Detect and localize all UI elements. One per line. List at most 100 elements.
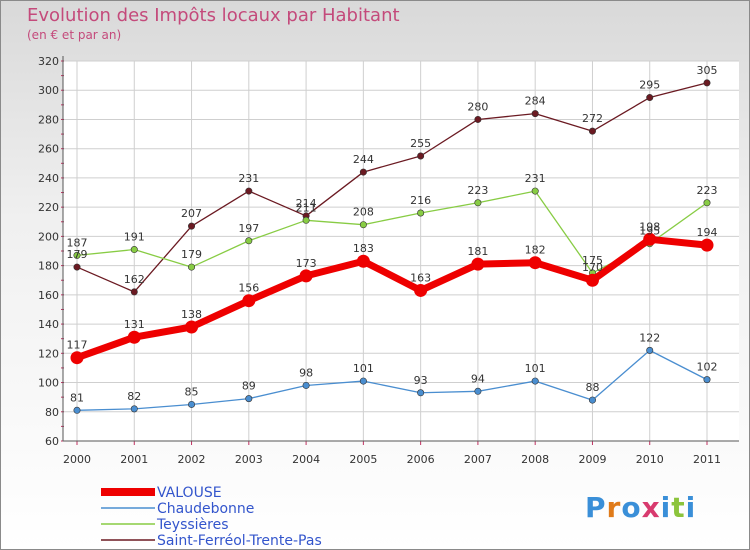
data-label-saint-ferr-ol-trente-pas: 231: [238, 172, 259, 185]
data-label-teyssi-res: 231: [525, 172, 546, 185]
x-tick-label: 2009: [578, 453, 606, 466]
data-label-saint-ferr-ol-trente-pas: 179: [67, 248, 88, 261]
data-label-saint-ferr-ol-trente-pas: 255: [410, 137, 431, 150]
proxiti-logo: Proxiti: [585, 491, 696, 524]
y-tick-label: 300: [38, 84, 59, 97]
data-label-valouse: 131: [124, 318, 145, 331]
data-point-valouse: [643, 232, 657, 246]
data-label-teyssi-res: 208: [353, 206, 374, 219]
data-point-saint-ferr-ol-trente-pas: [531, 110, 539, 118]
legend-label: Saint-Ferréol-Trente-Pas: [157, 533, 322, 549]
data-point-valouse: [127, 330, 141, 344]
data-label-valouse: 163: [410, 271, 431, 284]
data-label-valouse: 194: [697, 226, 718, 239]
data-point-chaudebonne: [245, 395, 253, 403]
data-point-teyssi-res: [359, 221, 367, 229]
logo-letter: i: [685, 491, 697, 524]
data-label-saint-ferr-ol-trente-pas: 214: [296, 197, 317, 210]
data-point-teyssi-res: [474, 199, 482, 207]
data-point-chaudebonne: [703, 376, 711, 384]
y-tick-label: 100: [38, 377, 59, 390]
chart-subtitle: (en € et par an): [27, 28, 122, 42]
y-tick-label: 180: [38, 260, 59, 273]
data-point-valouse: [356, 254, 370, 268]
data-label-teyssi-res: 175: [582, 254, 603, 267]
data-label-saint-ferr-ol-trente-pas: 295: [639, 79, 660, 92]
data-label-teyssi-res: 211: [296, 201, 317, 214]
data-point-chaudebonne: [73, 406, 81, 414]
data-point-teyssi-res: [302, 216, 310, 224]
data-label-teyssi-res: 197: [238, 222, 259, 235]
data-point-valouse: [585, 273, 599, 287]
data-point-valouse: [414, 283, 428, 297]
data-label-valouse: 198: [639, 220, 660, 233]
data-label-saint-ferr-ol-trente-pas: 244: [353, 153, 374, 166]
series-line-chaudebonne: [76, 349, 708, 411]
data-label-chaudebonne: 81: [70, 391, 84, 404]
data-point-valouse: [528, 256, 542, 270]
data-point-saint-ferr-ol-trente-pas: [703, 79, 711, 87]
data-label-valouse: 170: [582, 261, 603, 274]
data-point-valouse: [471, 257, 485, 271]
data-label-saint-ferr-ol-trente-pas: 305: [697, 64, 718, 77]
data-label-valouse: 181: [467, 245, 488, 258]
data-point-saint-ferr-ol-trente-pas: [188, 222, 196, 230]
data-label-teyssi-res: 179: [181, 248, 202, 261]
data-point-saint-ferr-ol-trente-pas: [646, 94, 654, 102]
data-point-chaudebonne: [359, 377, 367, 385]
data-point-teyssi-res: [130, 246, 138, 254]
data-label-valouse: 183: [353, 242, 374, 255]
data-label-chaudebonne: 85: [185, 385, 199, 398]
data-label-valouse: 117: [67, 339, 88, 352]
data-point-saint-ferr-ol-trente-pas: [73, 263, 81, 271]
logo-letter: i: [660, 491, 672, 524]
x-tick-label: 2010: [636, 453, 664, 466]
x-tick-label: 2003: [235, 453, 263, 466]
data-label-chaudebonne: 122: [639, 331, 660, 344]
legend-label: Chaudebonne: [157, 501, 254, 517]
data-label-chaudebonne: 93: [414, 374, 428, 387]
y-tick-label: 260: [38, 143, 59, 156]
data-label-chaudebonne: 82: [127, 390, 141, 403]
data-label-chaudebonne: 101: [525, 362, 546, 375]
data-point-valouse: [700, 238, 714, 252]
x-tick-label: 2006: [407, 453, 435, 466]
data-label-saint-ferr-ol-trente-pas: 280: [467, 100, 488, 113]
logo-letter: o: [621, 491, 642, 524]
data-label-chaudebonne: 94: [471, 372, 485, 385]
legend-label: Teyssières: [156, 517, 229, 533]
x-tick-label: 2011: [693, 453, 721, 466]
x-tick-label: 2007: [464, 453, 492, 466]
data-point-teyssi-res: [703, 199, 711, 207]
data-label-valouse: 173: [296, 257, 317, 270]
x-tick-label: 2001: [120, 453, 148, 466]
plot-area: [63, 61, 739, 441]
data-point-chaudebonne: [531, 377, 539, 385]
series-line-teyssi-res: [76, 190, 708, 274]
data-label-teyssi-res: 223: [467, 184, 488, 197]
data-point-teyssi-res: [417, 209, 425, 217]
y-tick-label: 140: [38, 318, 59, 331]
x-tick-label: 2004: [292, 453, 320, 466]
data-label-chaudebonne: 98: [299, 366, 313, 379]
data-point-chaudebonne: [130, 405, 138, 413]
logo-text: Proxiti: [585, 491, 696, 524]
x-tick-label: 2000: [63, 453, 91, 466]
data-label-saint-ferr-ol-trente-pas: 162: [124, 273, 145, 286]
y-tick-label: 280: [38, 113, 59, 126]
y-tick-label: 320: [38, 55, 59, 68]
data-point-chaudebonne: [646, 346, 654, 354]
data-point-chaudebonne: [302, 381, 310, 389]
data-label-chaudebonne: 101: [353, 362, 374, 375]
data-point-valouse: [70, 351, 84, 365]
data-point-chaudebonne: [417, 389, 425, 397]
data-point-chaudebonne: [588, 396, 596, 404]
x-tick-label: 2005: [349, 453, 377, 466]
data-point-valouse: [185, 320, 199, 334]
data-label-saint-ferr-ol-trente-pas: 272: [582, 112, 603, 125]
y-tick-label: 160: [38, 289, 59, 302]
data-point-teyssi-res: [531, 187, 539, 195]
data-label-teyssi-res: 216: [410, 194, 431, 207]
data-label-teyssi-res: 191: [124, 231, 145, 244]
